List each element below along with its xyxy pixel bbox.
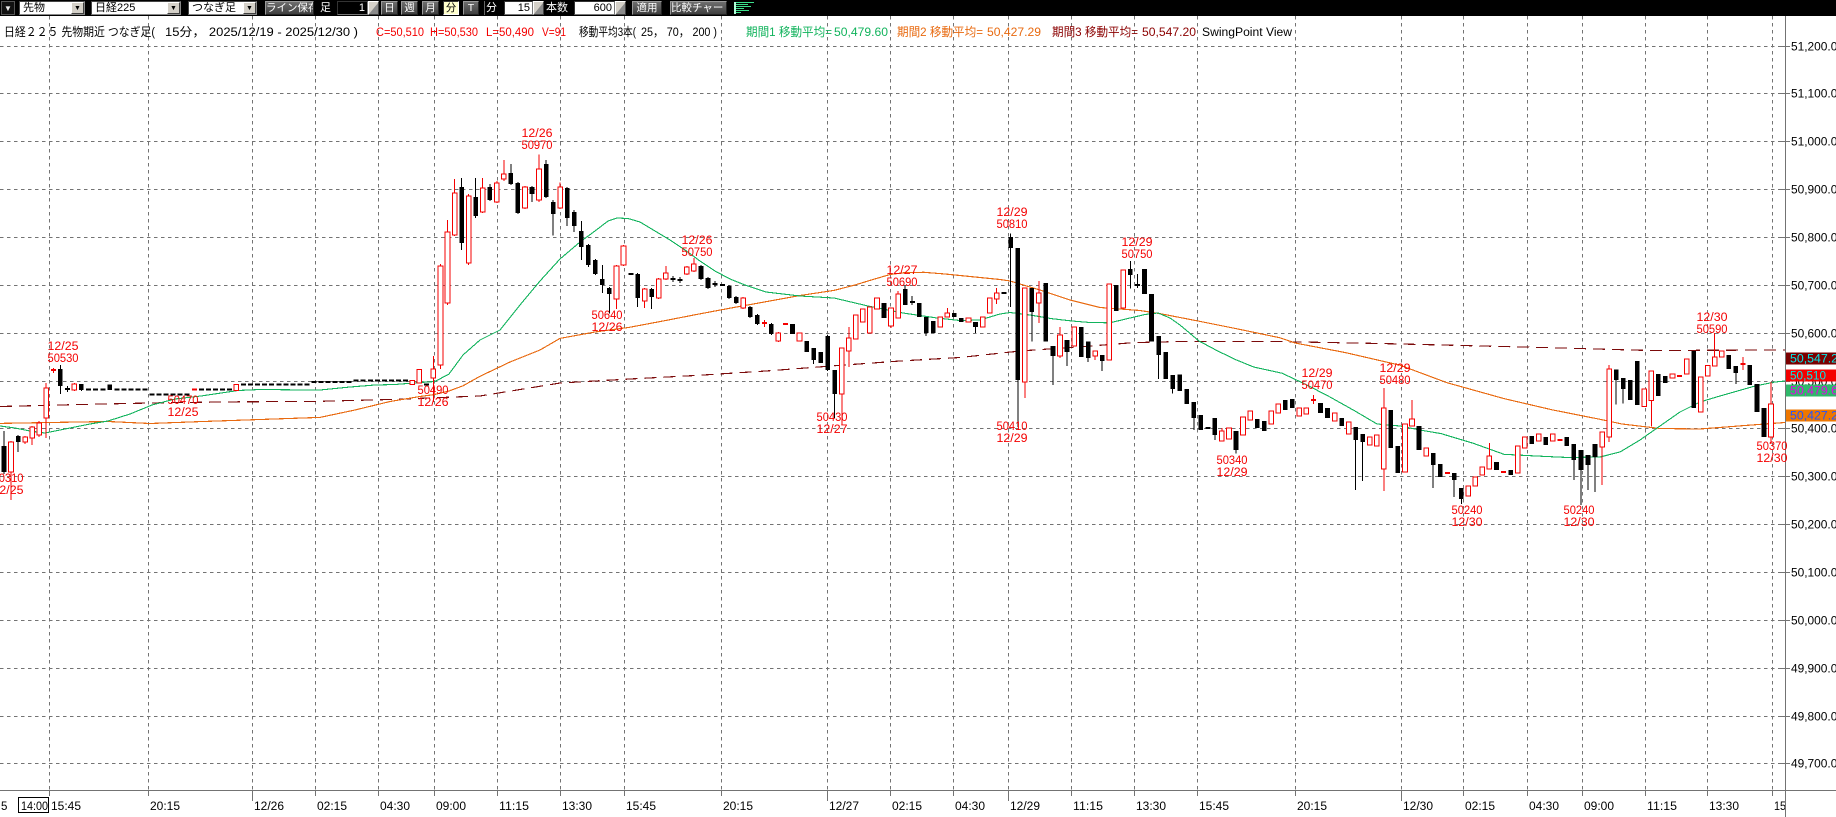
svg-text:50,400.00: 50,400.00 bbox=[1791, 424, 1836, 436]
svg-text:13:30: 13:30 bbox=[562, 801, 592, 813]
svg-text:49,700.00: 49,700.00 bbox=[1791, 759, 1836, 771]
svg-text:51,000.00: 51,000.00 bbox=[1791, 137, 1836, 149]
svg-text:12/29: 12/29 bbox=[1122, 237, 1153, 249]
svg-text:SwingPoint View: SwingPoint View bbox=[1202, 25, 1292, 39]
svg-text:50530: 50530 bbox=[48, 353, 79, 365]
svg-text:12/30: 12/30 bbox=[1452, 517, 1483, 529]
svg-text:50240: 50240 bbox=[1452, 505, 1483, 517]
svg-text:50970: 50970 bbox=[522, 140, 553, 152]
svg-text:12/30: 12/30 bbox=[1403, 801, 1433, 813]
svg-text:期間2 移動平均=: 期間2 移動平均= bbox=[897, 25, 983, 39]
svg-text:50310: 50310 bbox=[0, 473, 24, 485]
svg-text:50,700.00: 50,700.00 bbox=[1791, 281, 1836, 293]
svg-text:50,600.00: 50,600.00 bbox=[1791, 329, 1836, 341]
svg-text:50,510: 50,510 bbox=[1790, 371, 1826, 383]
svg-text:50750: 50750 bbox=[682, 247, 713, 259]
svg-text:13:30: 13:30 bbox=[1709, 801, 1739, 813]
svg-text:15:45: 15:45 bbox=[626, 801, 656, 813]
svg-text:12/30: 12/30 bbox=[1564, 517, 1595, 529]
svg-text:50690: 50690 bbox=[887, 277, 918, 289]
svg-text:15: 15 bbox=[1774, 801, 1786, 813]
svg-text:04:30: 04:30 bbox=[380, 801, 410, 813]
svg-text:50,547.20: 50,547.20 bbox=[1142, 25, 1196, 39]
svg-text:H=50,530: H=50,530 bbox=[430, 25, 478, 39]
svg-text:50,900.00: 50,900.00 bbox=[1791, 185, 1836, 197]
svg-text:50,300.00: 50,300.00 bbox=[1791, 472, 1836, 484]
svg-text:11:15: 11:15 bbox=[1647, 801, 1677, 813]
svg-text:12/30: 12/30 bbox=[1697, 312, 1728, 324]
svg-text:12/26: 12/26 bbox=[522, 128, 553, 140]
svg-text:50470: 50470 bbox=[1302, 380, 1333, 392]
svg-text:12/29: 12/29 bbox=[1380, 363, 1411, 375]
svg-text:02:15: 02:15 bbox=[892, 801, 922, 813]
svg-text:12/27: 12/27 bbox=[817, 424, 848, 436]
svg-text:50430: 50430 bbox=[817, 412, 848, 424]
svg-text:02:15: 02:15 bbox=[1465, 801, 1495, 813]
svg-text:12/29: 12/29 bbox=[1217, 467, 1248, 479]
svg-text:11:15: 11:15 bbox=[1073, 801, 1103, 813]
svg-text:50,547.2: 50,547.2 bbox=[1790, 354, 1836, 366]
svg-text:12/30: 12/30 bbox=[1757, 453, 1788, 465]
svg-text:50750: 50750 bbox=[1122, 249, 1153, 261]
svg-text:20:15: 20:15 bbox=[1297, 801, 1327, 813]
svg-text:50,200.00: 50,200.00 bbox=[1791, 520, 1836, 532]
svg-text:02:15: 02:15 bbox=[317, 801, 347, 813]
svg-text:12/29: 12/29 bbox=[997, 207, 1028, 219]
svg-text:C=50,510: C=50,510 bbox=[376, 25, 424, 39]
svg-text:09:00: 09:00 bbox=[1584, 801, 1614, 813]
svg-text:13:30: 13:30 bbox=[1136, 801, 1166, 813]
svg-text:日経２２５ 先物期近 つなぎ足(: 日経２２５ 先物期近 つなぎ足( bbox=[4, 25, 155, 39]
svg-text:15分， 2025/12/19 - 2025/12/30 ): 15分， 2025/12/19 - 2025/12/30 ) bbox=[165, 25, 358, 39]
svg-text:50490: 50490 bbox=[418, 385, 449, 397]
svg-text:50,427.29: 50,427.29 bbox=[987, 25, 1041, 39]
svg-text:12/26: 12/26 bbox=[254, 801, 284, 813]
svg-text:25， 70， 200 ): 25， 70， 200 ) bbox=[641, 25, 717, 39]
svg-text:50,479.6: 50,479.6 bbox=[1790, 386, 1836, 398]
svg-text:12/27: 12/27 bbox=[829, 801, 859, 813]
svg-text:移動平均3本(: 移動平均3本( bbox=[579, 25, 636, 39]
svg-text:5: 5 bbox=[1, 801, 7, 813]
svg-text:15:45: 15:45 bbox=[1199, 801, 1229, 813]
svg-text:12/25: 12/25 bbox=[168, 407, 199, 419]
svg-text:04:30: 04:30 bbox=[1529, 801, 1559, 813]
svg-text:49,800.00: 49,800.00 bbox=[1791, 712, 1836, 724]
svg-text:20:15: 20:15 bbox=[150, 801, 180, 813]
svg-text:12/27: 12/27 bbox=[887, 265, 918, 277]
svg-text:50810: 50810 bbox=[997, 219, 1028, 231]
svg-text:51,200.00: 51,200.00 bbox=[1791, 42, 1836, 54]
svg-text:12/26: 12/26 bbox=[682, 235, 713, 247]
svg-text:50590: 50590 bbox=[1697, 324, 1728, 336]
svg-text:49,900.00: 49,900.00 bbox=[1791, 664, 1836, 676]
svg-text:期間3 移動平均=: 期間3 移動平均= bbox=[1052, 25, 1138, 39]
svg-text:12/25: 12/25 bbox=[0, 485, 24, 497]
svg-text:50240: 50240 bbox=[1564, 505, 1595, 517]
svg-text:50,800.00: 50,800.00 bbox=[1791, 233, 1836, 245]
svg-text:12/25: 12/25 bbox=[48, 341, 79, 353]
svg-text:12/26: 12/26 bbox=[418, 397, 449, 409]
svg-text:50470: 50470 bbox=[168, 395, 199, 407]
svg-text:12/29: 12/29 bbox=[997, 433, 1028, 445]
svg-text:50,427.2: 50,427.2 bbox=[1790, 411, 1836, 423]
svg-text:50370: 50370 bbox=[1757, 441, 1788, 453]
svg-text:50,479.60: 50,479.60 bbox=[834, 25, 888, 39]
svg-text:50480: 50480 bbox=[1380, 375, 1411, 387]
svg-text:20:15: 20:15 bbox=[723, 801, 753, 813]
svg-text:04:30: 04:30 bbox=[955, 801, 985, 813]
svg-text:50640: 50640 bbox=[592, 310, 623, 322]
svg-text:15:45: 15:45 bbox=[51, 801, 81, 813]
svg-text:09:00: 09:00 bbox=[436, 801, 466, 813]
svg-text:50,000.00: 50,000.00 bbox=[1791, 616, 1836, 628]
svg-text:11:15: 11:15 bbox=[499, 801, 529, 813]
svg-text:12/29: 12/29 bbox=[1302, 368, 1333, 380]
svg-text:50,100.00: 50,100.00 bbox=[1791, 568, 1836, 580]
svg-text:51,100.00: 51,100.00 bbox=[1791, 89, 1836, 101]
svg-text:12/29: 12/29 bbox=[1010, 801, 1040, 813]
svg-text:期間1 移動平均=: 期間1 移動平均= bbox=[746, 25, 832, 39]
svg-text:50410: 50410 bbox=[997, 421, 1028, 433]
svg-text:V=91: V=91 bbox=[542, 25, 566, 39]
svg-text:12/26: 12/26 bbox=[592, 322, 623, 334]
svg-text:50340: 50340 bbox=[1217, 455, 1248, 467]
svg-text:L=50,490: L=50,490 bbox=[486, 25, 534, 39]
svg-text:14:00: 14:00 bbox=[21, 801, 48, 813]
